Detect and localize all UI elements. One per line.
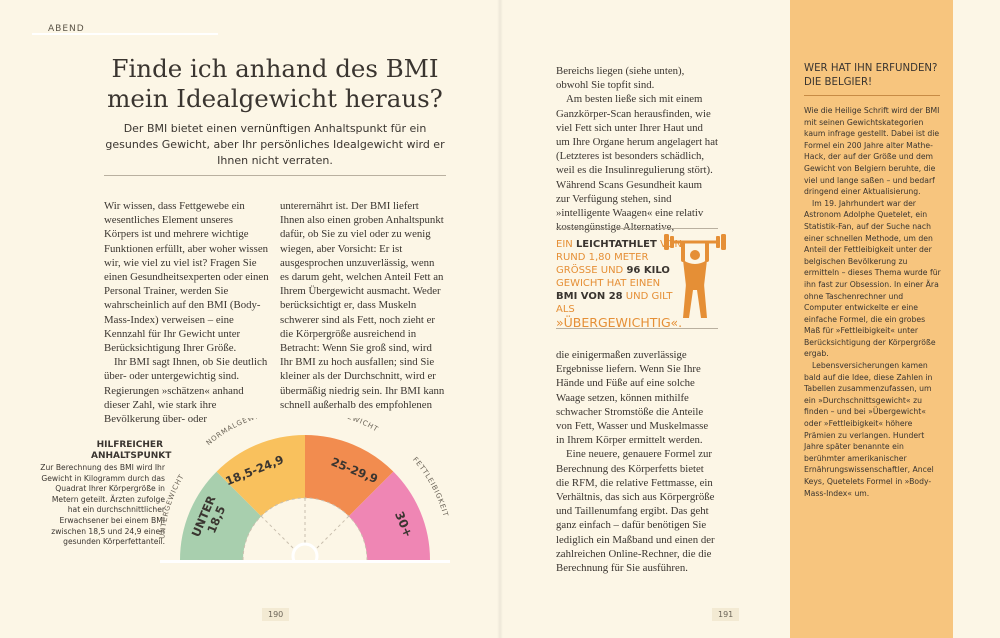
section-tag: ABEND <box>48 24 85 34</box>
gauge-needle-hub <box>291 542 319 563</box>
sidebar-text: Zur Berechnung des BMI wird Ihr Gewicht … <box>40 463 165 547</box>
callout-quote: EIN LEICHTATHLET VON RUND 1,80 METER GRÖ… <box>556 239 683 330</box>
paragraph: Bereichs liegen (siehe unten), obwohl Si… <box>556 65 685 92</box>
body-column-3: Bereichs liegen (siehe unten), obwohl Si… <box>556 64 718 234</box>
sidebar-title: HILFREICHER ANHALTSPUNKT <box>91 440 172 461</box>
gauge-segment-underweight <box>180 471 262 560</box>
page-number-right: 191 <box>712 608 740 621</box>
label-overweight: ÜBERGEWICHT <box>319 418 380 434</box>
paragraph: Am besten ließe sich mit einem Ganzkörpe… <box>556 93 718 233</box>
callout-top-rule <box>556 228 718 229</box>
paragraph: die einigermaßen zuverlässige Ergebnisse… <box>556 349 709 447</box>
paragraph: Lebensversicherungen kamen bald auf die … <box>804 361 934 498</box>
paragraph: Eine neuere, genauere Formel zur Berechn… <box>556 448 715 575</box>
section-rule <box>32 33 218 35</box>
paragraph: Wir wissen, dass Fettgewebe ein wesentli… <box>104 200 269 355</box>
gauge-segment-obese <box>348 471 430 560</box>
body-column-1: Wir wissen, dass Fettgewebe ein wesentli… <box>104 199 270 426</box>
body-column-4: die einigermaßen zuverlässige Ergebnisse… <box>556 348 718 575</box>
paragraph: Ihr BMI sagt Ihnen, ob Sie deutlich über… <box>104 356 268 426</box>
gauge-segment-overweight <box>305 435 394 517</box>
lede: Der BMI bietet einen vernünftigen Anhalt… <box>105 122 445 167</box>
weightlifter-icon <box>664 234 726 318</box>
label-underweight: UNTERGEWICHT <box>158 473 186 539</box>
gauge-segment-normal <box>216 435 305 517</box>
lede-divider <box>104 175 446 176</box>
paragraph: unterernährt ist. Der BMI liefert Ihnen … <box>280 200 445 411</box>
page-number-left: 190 <box>262 608 290 621</box>
callout-bottom-rule <box>556 328 718 329</box>
book-spine <box>497 0 503 638</box>
paragraph: Wie die Heilige Schrift wird der BMI mit… <box>804 106 940 197</box>
panel-divider <box>804 95 940 96</box>
page-headline: Finde ich anhand des BMI mein Idealgewic… <box>107 54 443 113</box>
info-panel <box>790 0 953 638</box>
panel-text: Wie die Heilige Schrift wird der BMI mit… <box>804 105 942 499</box>
panel-title: WER HAT IHN ERFUNDEN? DIE BELGIER! <box>804 63 938 88</box>
bmi-gauge: UNTERGEWICHT NORMALGEWICHT ÜBERGEWICHT F… <box>158 418 450 563</box>
paragraph: Im 19. Jahrhundert war der Astronom Adol… <box>804 198 941 359</box>
body-column-2: unterernährt ist. Der BMI liefert Ihnen … <box>280 199 446 412</box>
